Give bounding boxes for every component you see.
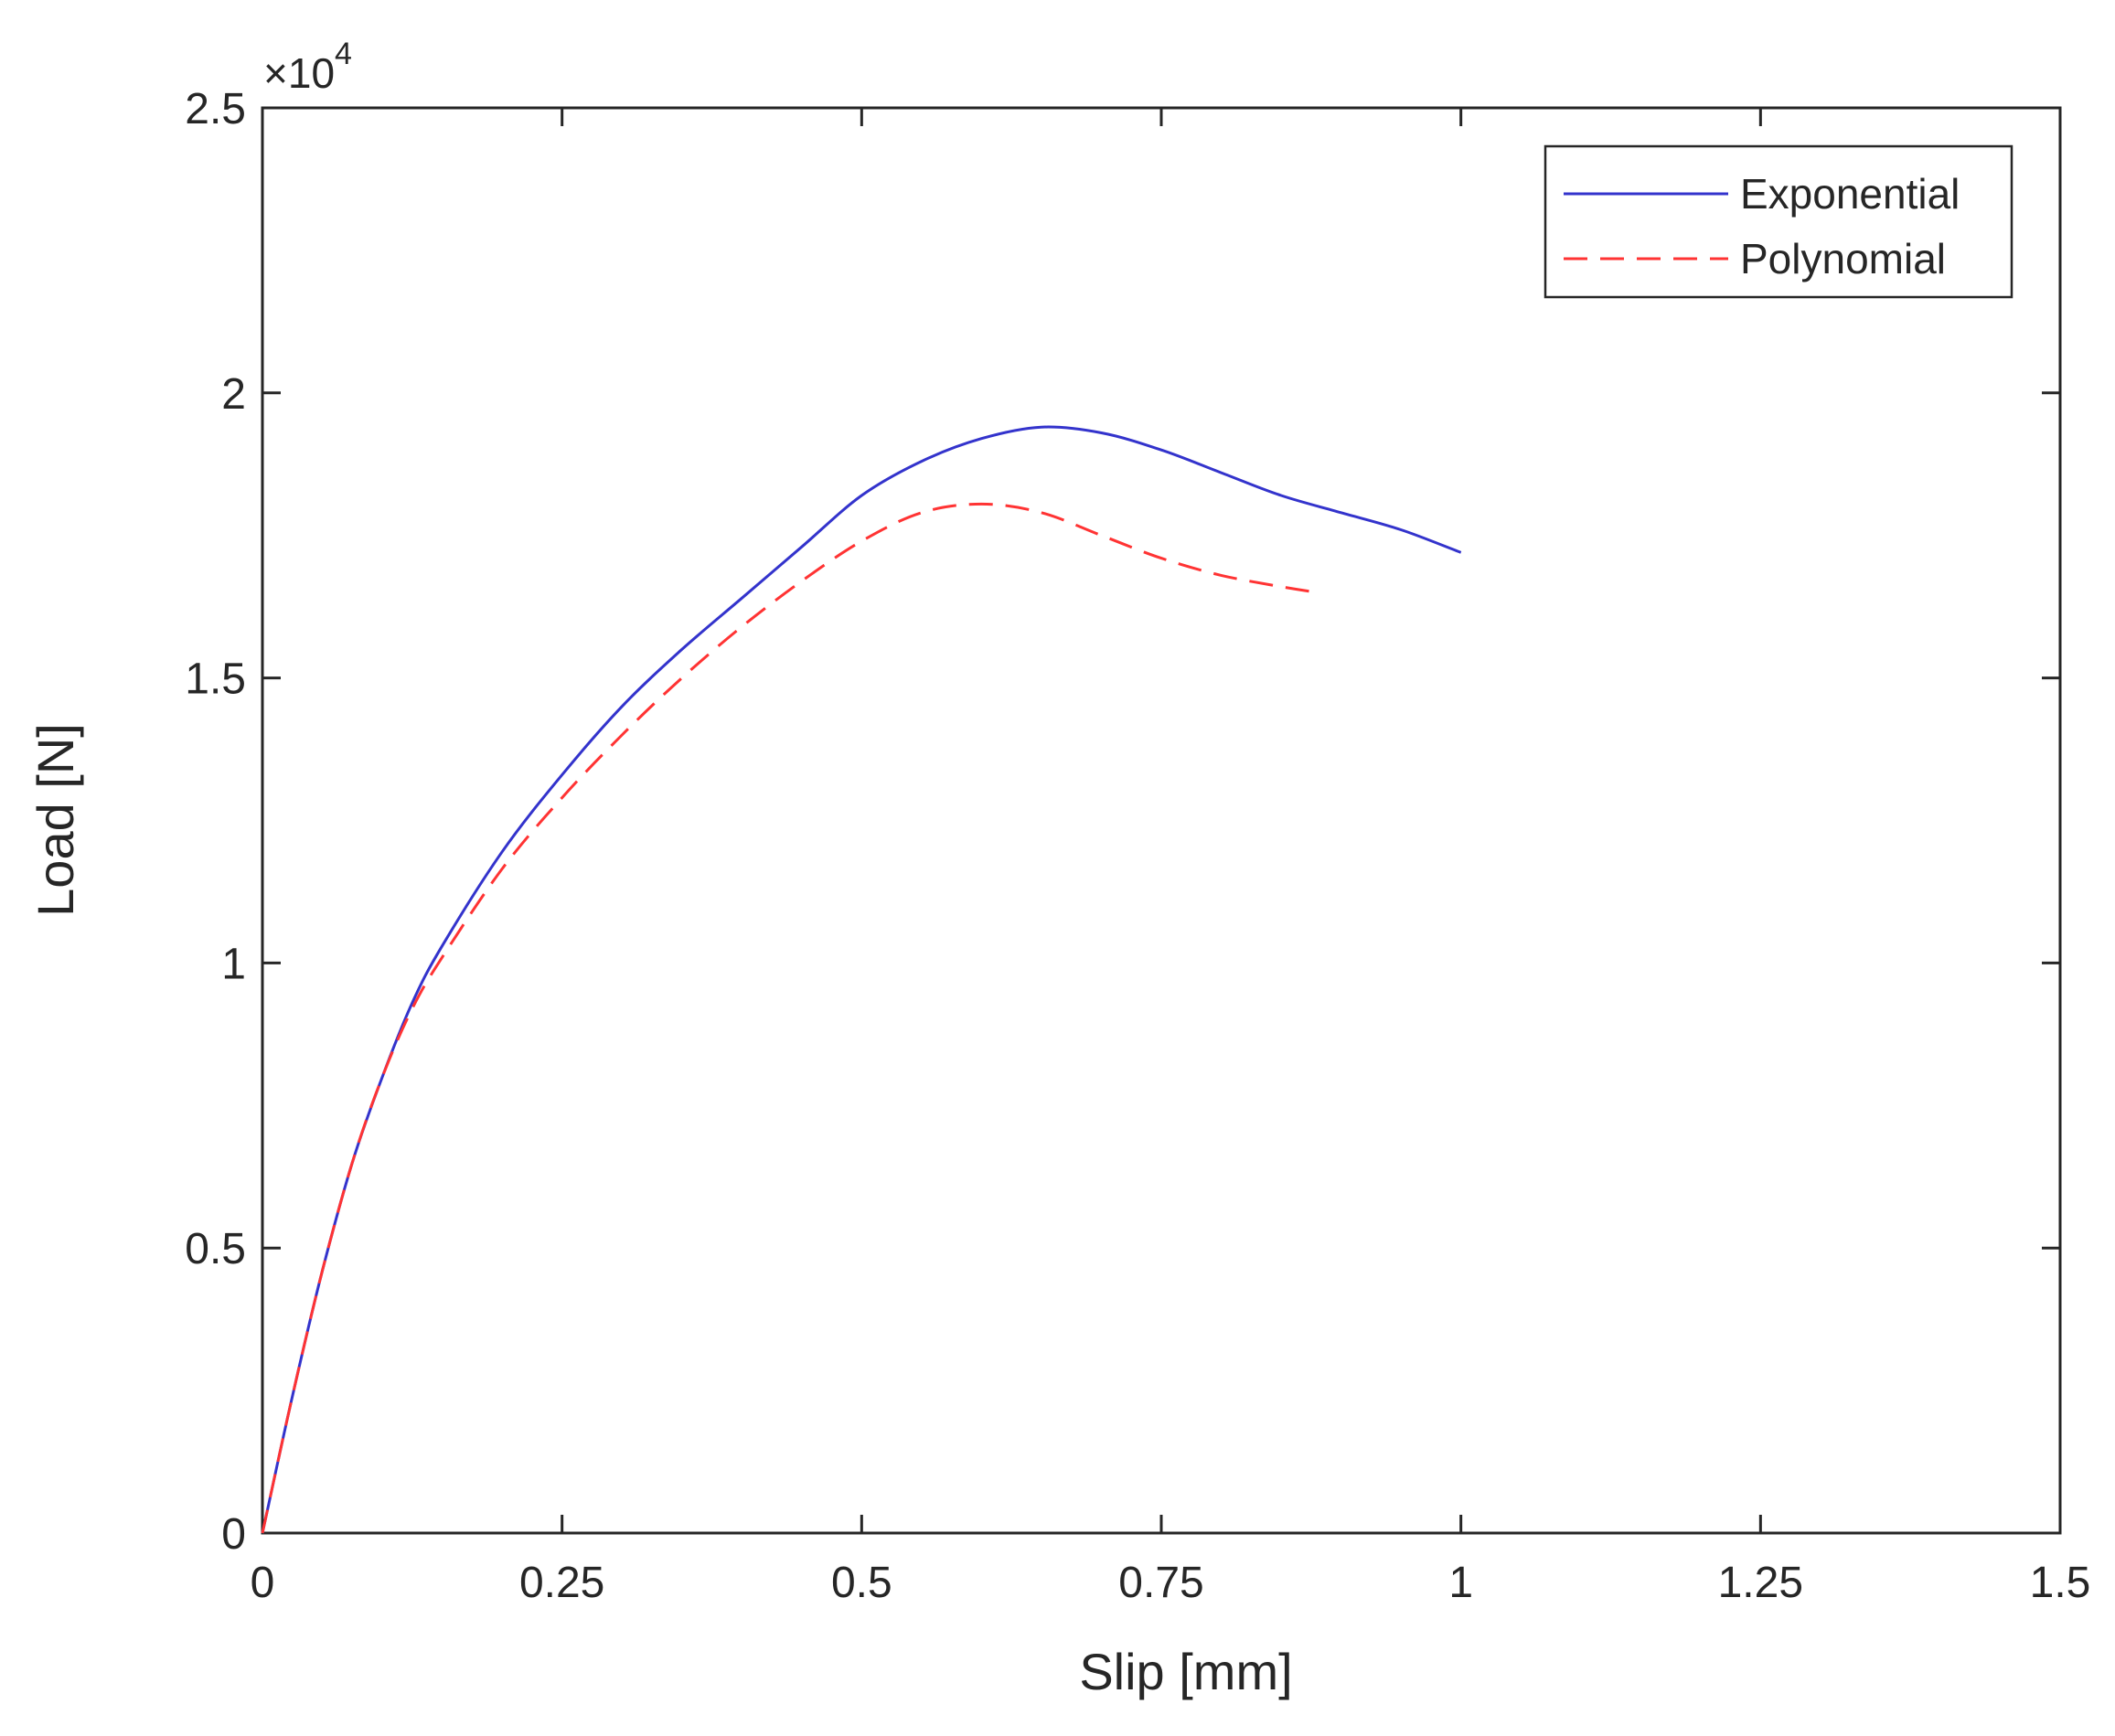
y-tick-label: 2: [221, 370, 246, 419]
y-exponent-power: 4: [335, 37, 352, 71]
y-tick-label: 2.5: [185, 85, 246, 133]
x-tick-labels: 0 0.25 0.5 0.75 1 1.25 1.5: [251, 1559, 2091, 1607]
y-exponent-label: ×104: [263, 37, 352, 97]
legend-box: [1544, 144, 2014, 299]
x-tick-label: 0: [251, 1559, 275, 1607]
x-tick-label: 0.5: [831, 1559, 892, 1607]
series-layer: [261, 425, 1462, 1534]
x-tick-label: 1: [1448, 1559, 1473, 1607]
x-tick-label: 0.75: [1118, 1559, 1203, 1607]
x-tick-label: 1.25: [1718, 1559, 1803, 1607]
y-tick-label: 1: [221, 940, 246, 988]
y-tick-labels: 0 0.5 1 1.5 2 2.5: [185, 85, 246, 1559]
y-tick-label: 1.5: [185, 655, 246, 704]
y-tick-label: 0: [221, 1510, 246, 1559]
y-exponent-base: ×10: [263, 49, 335, 97]
series-line-exponential: [261, 425, 1462, 1534]
plot-area: [261, 106, 2062, 1535]
y-tick-label: 0.5: [185, 1225, 246, 1273]
y-axis-title: Load [N]: [27, 723, 84, 917]
axis-ticks: [261, 106, 2062, 1535]
x-tick-label: 0.25: [519, 1559, 604, 1607]
legend-polynomial-label: Polynomial: [1740, 235, 1946, 282]
legend-exponential-label: Exponential: [1740, 170, 1960, 218]
series-line-polynomial: [261, 502, 1318, 1534]
legend: Exponential Polynomial: [1544, 144, 2014, 299]
x-tick-label: 1.5: [2030, 1559, 2091, 1607]
x-axis-title: Slip [mm]: [1079, 1643, 1292, 1700]
